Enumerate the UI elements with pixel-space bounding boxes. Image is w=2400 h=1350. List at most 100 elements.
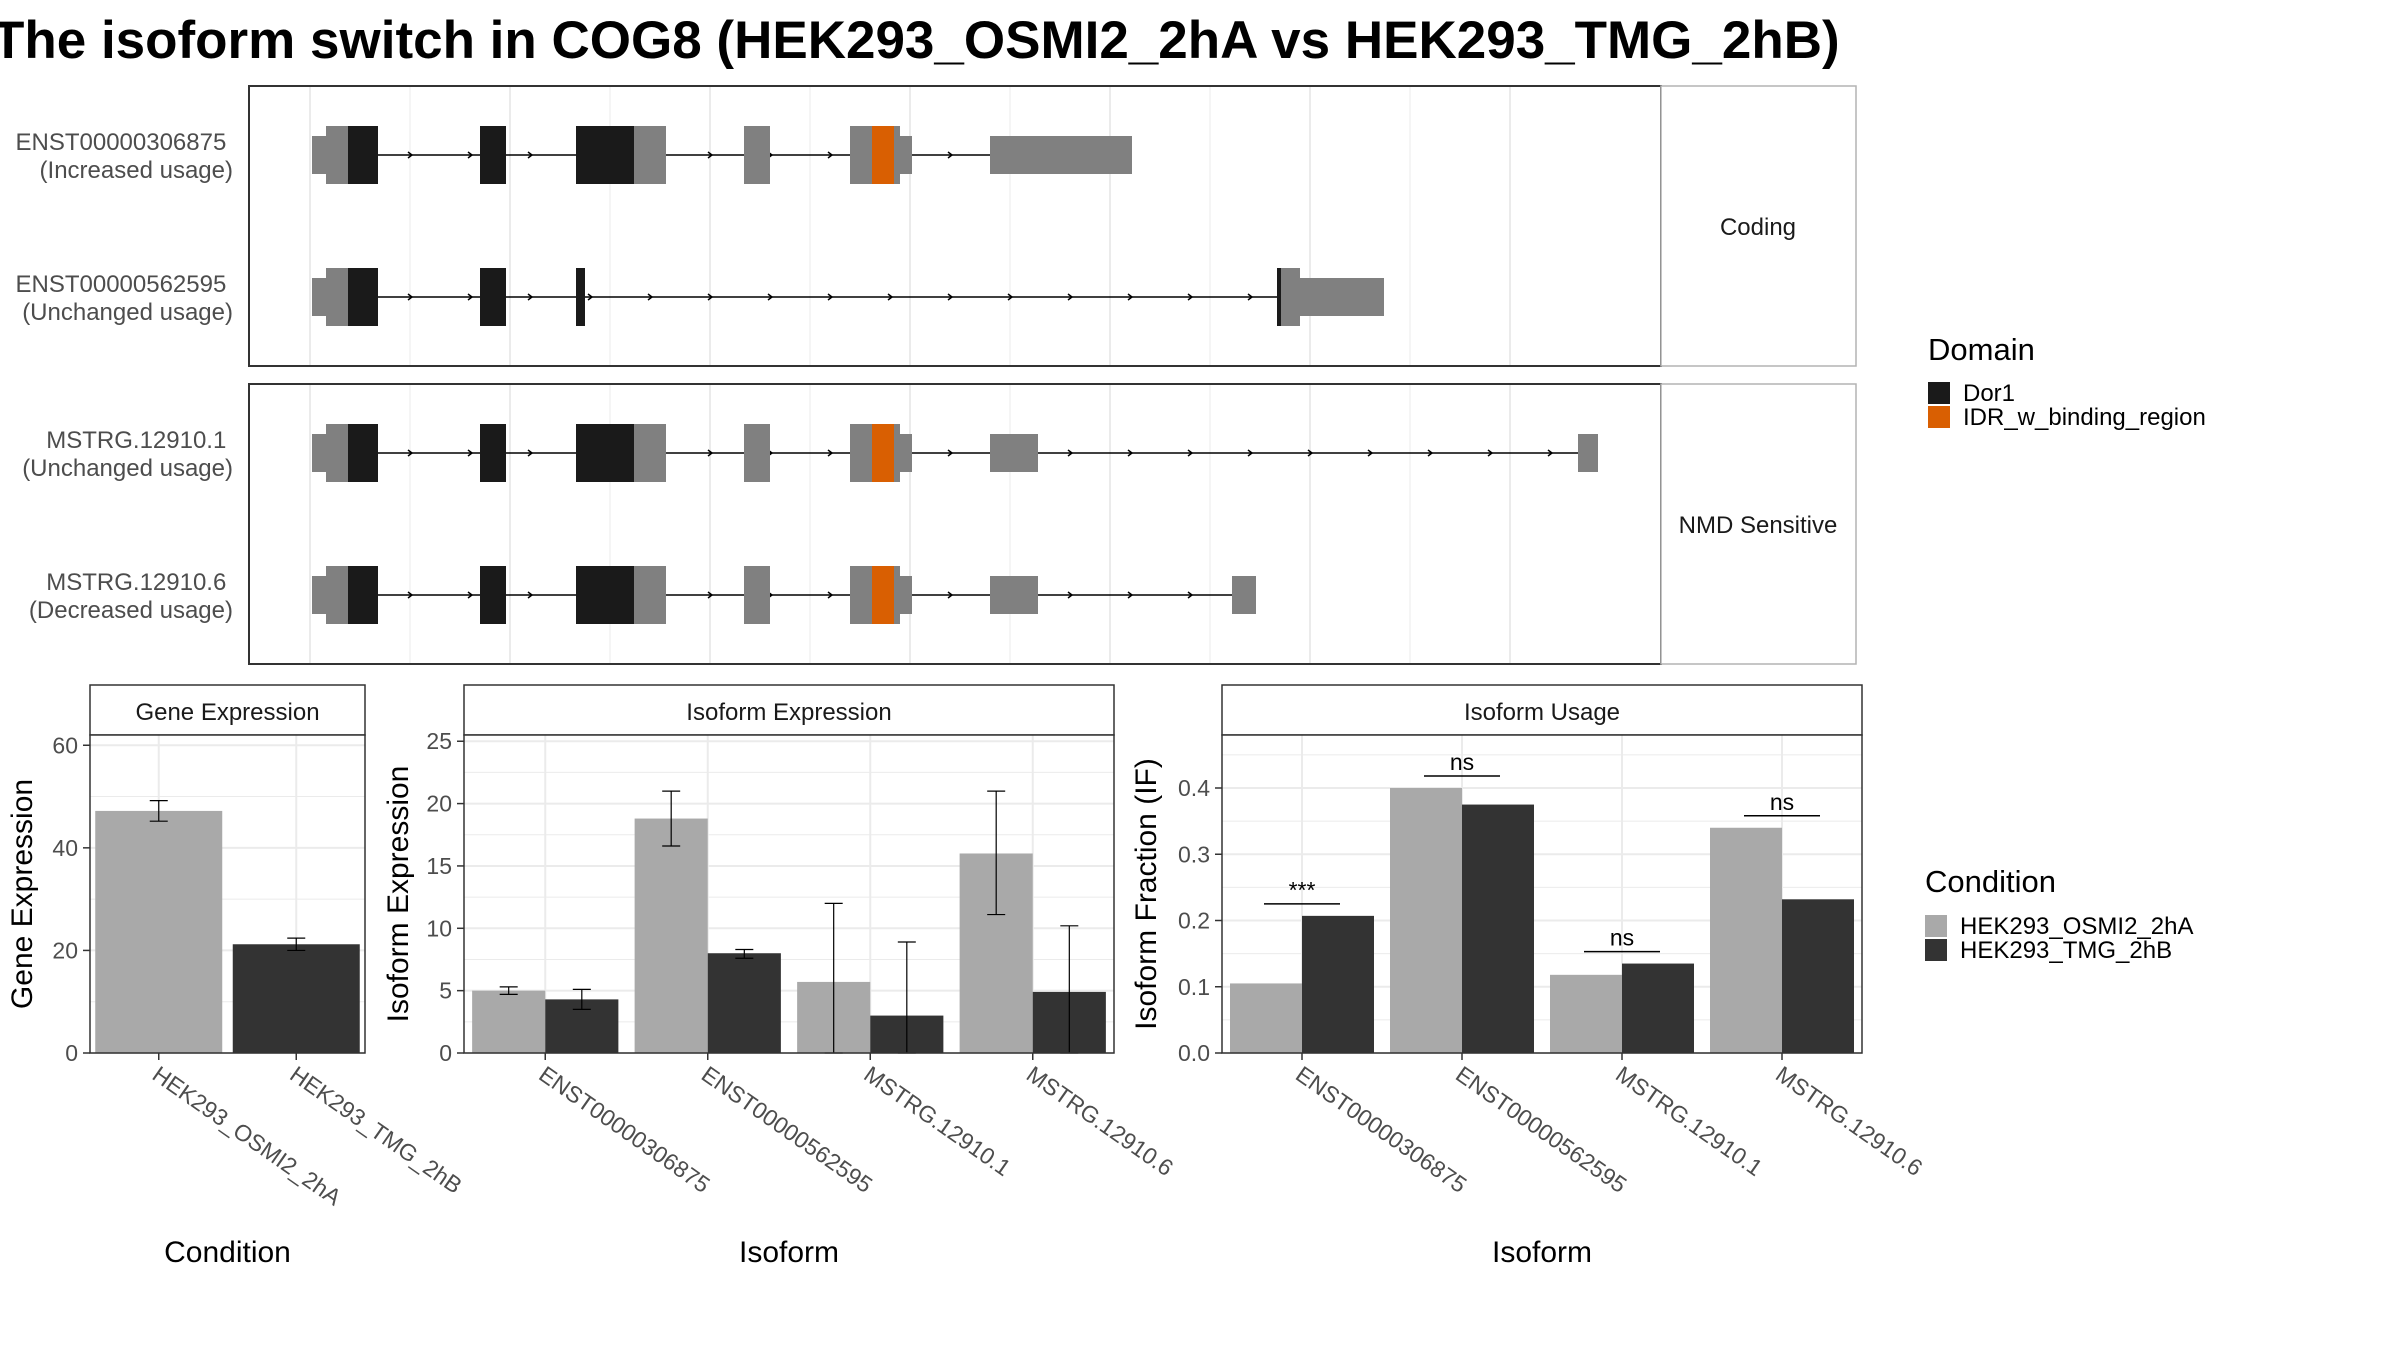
intron-arrow bbox=[1067, 449, 1074, 457]
intron-arrow bbox=[527, 591, 534, 599]
y-tick-label: 10 bbox=[426, 915, 452, 941]
intron-arrow bbox=[1187, 293, 1194, 301]
track-mstrg-12910-1 bbox=[312, 424, 1598, 482]
exon-block bbox=[480, 268, 506, 326]
strip-nmd bbox=[1660, 383, 1857, 665]
intron-arrow bbox=[1127, 449, 1134, 457]
exon-block bbox=[1277, 268, 1281, 326]
intron-arrow bbox=[467, 151, 474, 159]
intron-arrow bbox=[407, 449, 414, 457]
exon-block bbox=[348, 566, 378, 624]
y-tick-label: 15 bbox=[426, 853, 452, 879]
strip-coding-label: Coding bbox=[1720, 214, 1796, 241]
intron-arrow bbox=[1127, 591, 1134, 599]
exon-block bbox=[900, 434, 912, 472]
y-axis-title: Isoform Expression bbox=[382, 766, 415, 1023]
x-tick-label: MSTRG.12910.6 bbox=[1771, 1061, 1927, 1181]
strip-coding bbox=[1660, 85, 1857, 367]
exon-block bbox=[850, 126, 872, 184]
exon-block bbox=[576, 126, 634, 184]
exon-block bbox=[312, 434, 326, 472]
y-tick-label: 40 bbox=[52, 835, 78, 861]
intron-arrow bbox=[1307, 449, 1314, 457]
bar-ENST00000562595-1 bbox=[1462, 804, 1534, 1053]
structure-panel-coding bbox=[248, 85, 1662, 367]
exon-block bbox=[480, 566, 506, 624]
bar-ENST00000306875-1 bbox=[1302, 915, 1374, 1053]
exon-block bbox=[326, 268, 348, 326]
intron-arrow bbox=[947, 591, 954, 599]
exon-block bbox=[1578, 434, 1598, 472]
plot-frame bbox=[1221, 734, 1863, 1054]
x-tick-label: MSTRG.12910.1 bbox=[1611, 1061, 1767, 1181]
exon-block bbox=[348, 268, 378, 326]
x-tick-label: ENST00000562595 bbox=[1451, 1061, 1631, 1198]
track-enst00000306875 bbox=[312, 126, 1132, 184]
intron-arrow bbox=[827, 293, 834, 301]
y-tick-label: 25 bbox=[426, 728, 452, 754]
exon-block bbox=[348, 424, 378, 482]
y-axis-title: Gene Expression bbox=[6, 779, 39, 1009]
strip-label: Isoform Usage bbox=[1464, 699, 1620, 726]
intron-arrow bbox=[527, 293, 534, 301]
significance-label: ns bbox=[1610, 925, 1634, 951]
bar-MSTRG.12910.6-1 bbox=[1782, 899, 1854, 1053]
exon-block bbox=[744, 424, 770, 482]
intron-arrow bbox=[1067, 591, 1074, 599]
exon-block bbox=[348, 126, 378, 184]
exon-block bbox=[990, 576, 1038, 614]
strip-label: Isoform Expression bbox=[686, 699, 891, 726]
exon-block bbox=[480, 424, 506, 482]
y-tick-label: 60 bbox=[52, 732, 78, 758]
intron-arrow bbox=[707, 293, 714, 301]
intron-arrow bbox=[707, 449, 714, 457]
domain-legend-title: Domain bbox=[1928, 332, 2035, 367]
exon-block bbox=[634, 424, 666, 482]
exon-block bbox=[872, 566, 894, 624]
intron-arrow bbox=[407, 293, 414, 301]
strip-box bbox=[89, 684, 366, 736]
exon-block bbox=[1232, 576, 1256, 614]
intron-arrow bbox=[467, 449, 474, 457]
exon-block bbox=[990, 434, 1038, 472]
exon-block bbox=[576, 566, 634, 624]
intron-arrow bbox=[1547, 449, 1554, 457]
intron-arrow bbox=[1007, 293, 1014, 301]
condition-legend-title: Condition bbox=[1925, 864, 2056, 899]
y-tick-label: 0.0 bbox=[1178, 1040, 1210, 1066]
x-axis-title: Condition bbox=[164, 1236, 291, 1269]
exon-block bbox=[744, 566, 770, 624]
x-tick-label: MSTRG.12910.1 bbox=[859, 1061, 1015, 1181]
y-tick-label: 0 bbox=[439, 1040, 452, 1066]
exon-block bbox=[480, 126, 506, 184]
intron-arrow bbox=[707, 151, 714, 159]
bar-MSTRG.12910.1-0 bbox=[1550, 974, 1622, 1053]
intron-arrow bbox=[467, 591, 474, 599]
intron-arrow bbox=[527, 449, 534, 457]
exon-block bbox=[894, 126, 900, 184]
bar-ENST00000562595-0 bbox=[634, 818, 708, 1053]
transcript-label-enst00000306875: ENST00000306875 (Increased usage) bbox=[15, 129, 233, 184]
intron-arrow bbox=[947, 293, 954, 301]
exon-block bbox=[312, 136, 326, 174]
x-tick-label: ENST00000306875 bbox=[1291, 1061, 1471, 1198]
intron-arrow bbox=[947, 151, 954, 159]
bar-HEK293_OSMI2_2hA bbox=[95, 810, 223, 1053]
intron-arrow bbox=[1247, 449, 1254, 457]
strip-label: Gene Expression bbox=[135, 699, 319, 726]
strip-box bbox=[1221, 684, 1863, 736]
intron-arrow bbox=[587, 293, 594, 301]
significance-label: ns bbox=[1770, 789, 1794, 815]
exon-block bbox=[900, 576, 912, 614]
exon-block bbox=[326, 126, 348, 184]
transcript-tracks bbox=[312, 126, 1598, 624]
exon-block bbox=[1300, 278, 1384, 316]
legend-label-condition-b: HEK293_TMG_2hB bbox=[1960, 937, 2172, 964]
plot-frame bbox=[463, 734, 1115, 1054]
y-tick-label: 20 bbox=[52, 937, 78, 963]
bar-ENST00000306875-0 bbox=[472, 990, 546, 1053]
intron-arrow bbox=[1067, 293, 1074, 301]
strip-nmd-label: NMD Sensitive bbox=[1679, 512, 1838, 539]
y-tick-label: 20 bbox=[426, 791, 452, 817]
domain-legend: Domain Dor1 IDR_w_binding_region bbox=[1928, 332, 2206, 431]
